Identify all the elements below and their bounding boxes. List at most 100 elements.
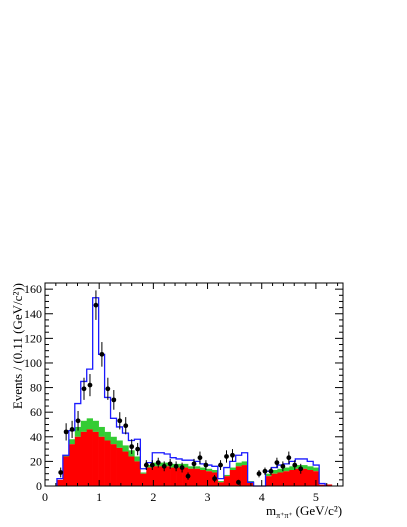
data-point	[274, 460, 280, 466]
data-point	[143, 462, 149, 468]
data-point	[173, 463, 179, 469]
bar-green	[271, 470, 278, 474]
bar-red	[74, 436, 82, 486]
y-tick-label: 120	[24, 331, 42, 345]
bar-green	[146, 465, 153, 468]
bar-green	[194, 466, 201, 469]
bar-green	[182, 463, 189, 468]
bar-red	[80, 431, 88, 486]
data-point	[218, 462, 223, 468]
data-point	[262, 468, 268, 474]
stacked-bars	[56, 418, 333, 486]
bar-red	[277, 472, 284, 486]
bar-red	[128, 456, 135, 486]
total-outline-path	[56, 297, 326, 487]
bar-red	[98, 436, 105, 486]
data-point	[149, 462, 155, 468]
y-tick-label: 20	[30, 454, 42, 468]
bar-green	[134, 456, 141, 462]
data-point	[135, 446, 141, 452]
bar-red	[104, 440, 111, 486]
bar-red	[235, 466, 242, 486]
bar-green	[313, 467, 320, 472]
bar-red	[188, 468, 195, 486]
bar-green	[122, 445, 129, 452]
bar-green	[74, 426, 82, 437]
bar-red	[86, 429, 93, 486]
bar-green	[277, 468, 284, 473]
data-point	[75, 418, 81, 424]
bar-red	[56, 479, 64, 486]
data-point	[63, 429, 69, 435]
bar-red	[194, 468, 201, 486]
data-point	[155, 460, 161, 466]
data-point	[69, 427, 75, 432]
bar-green	[176, 463, 183, 468]
bar-red	[152, 466, 159, 486]
x-tick-label: 3	[205, 490, 211, 504]
y-tick-label: 160	[24, 282, 42, 296]
data-point	[230, 452, 235, 458]
bar-red	[146, 467, 153, 486]
bar-red	[110, 444, 117, 486]
data-point	[212, 476, 217, 482]
tick-labels: 0 1 2 3 4 5 0 20 40 60 80 100 120 140 160	[24, 282, 319, 504]
bar-red	[271, 473, 278, 486]
x-tick-label: 2	[150, 490, 156, 504]
y-axis-label: Events / (0.11 (GeV/c²))	[10, 283, 25, 409]
bar-red	[205, 471, 213, 486]
bar-green	[188, 466, 195, 469]
bar-red	[182, 467, 189, 486]
data-point	[117, 418, 123, 424]
y-tick-label: 60	[30, 405, 42, 419]
bar-red	[319, 484, 326, 486]
bar-green	[217, 481, 225, 483]
bar-green	[158, 462, 165, 467]
bar-green	[265, 473, 272, 477]
bar-green	[235, 462, 242, 467]
bar-green	[116, 440, 123, 448]
bar-red	[289, 470, 296, 486]
bar-green	[86, 418, 93, 430]
bar-red	[283, 471, 290, 486]
data-point	[179, 465, 185, 470]
y-tick-label: 80	[30, 381, 42, 395]
data-point	[81, 386, 87, 392]
bar-red	[62, 456, 70, 486]
data-point	[191, 461, 197, 467]
y-tick-label: 40	[30, 430, 42, 444]
bar-red	[199, 470, 207, 486]
data-point	[298, 466, 304, 472]
y-tick-label: 0	[36, 479, 42, 493]
bar-red	[158, 466, 165, 486]
x-axis-label: mπ⁺π⁺ (GeV/c²)	[266, 503, 342, 520]
plot-frame	[44, 282, 344, 487]
data-point	[292, 462, 298, 468]
bar-red	[223, 476, 231, 486]
bar-red	[313, 471, 320, 486]
bar-red	[229, 470, 237, 486]
bar-green	[241, 461, 248, 466]
data-point	[197, 455, 203, 461]
bar-red	[241, 465, 248, 486]
bar-red	[265, 476, 272, 486]
data-point	[123, 423, 129, 429]
bar-green	[229, 467, 237, 471]
bar-green	[205, 468, 213, 472]
bar-green	[104, 431, 111, 441]
bar-red	[217, 482, 225, 486]
bar-green	[223, 474, 231, 477]
x-axis-label-unit: (GeV/c²)	[296, 503, 342, 518]
bar-green	[68, 439, 76, 445]
bar-red	[170, 467, 177, 486]
bar-green	[80, 420, 88, 432]
bar-green	[211, 470, 219, 473]
data-point	[129, 444, 135, 450]
bar-green	[295, 465, 302, 469]
data-point	[256, 471, 262, 477]
bar-green	[301, 465, 308, 469]
x-axis-label-subscript: π⁺π⁺	[276, 511, 293, 520]
bar-green	[152, 462, 159, 467]
bar-green	[289, 466, 296, 471]
bar-red	[307, 470, 314, 486]
